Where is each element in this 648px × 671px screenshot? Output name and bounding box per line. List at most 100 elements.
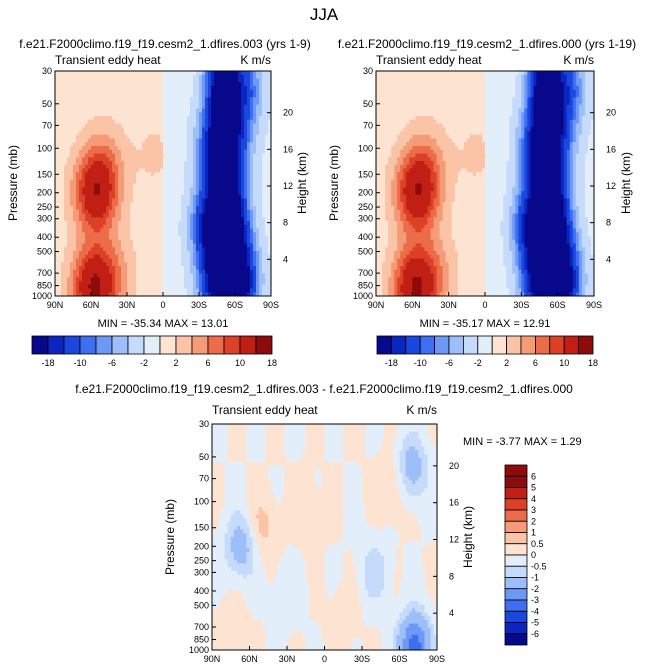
field-cell <box>202 262 206 267</box>
field-cell <box>184 112 188 117</box>
field-cell <box>220 273 224 278</box>
field-cell <box>235 86 239 91</box>
field-cell <box>175 202 179 207</box>
field-cell <box>58 191 62 196</box>
field-cell <box>106 176 110 181</box>
field-cell <box>268 71 271 76</box>
field-cell <box>121 93 125 98</box>
field-cell <box>142 116 146 121</box>
field-cell <box>244 277 248 282</box>
field-cell <box>148 224 152 229</box>
field-cell <box>196 187 200 192</box>
field-cell <box>229 232 233 237</box>
field-cell <box>178 164 182 169</box>
field-cell <box>262 262 266 267</box>
field-cell <box>58 251 62 256</box>
field-cell <box>85 104 89 109</box>
field-cell <box>118 288 122 293</box>
field-cell <box>187 236 191 241</box>
field-cell <box>91 217 95 222</box>
field-cell <box>55 153 59 158</box>
field-cell <box>130 104 134 109</box>
field-cell <box>82 198 86 203</box>
field-cell <box>187 277 191 282</box>
field-cell <box>205 243 209 248</box>
field-cell <box>187 247 191 252</box>
field-cell <box>220 281 224 286</box>
field-cell <box>211 116 215 121</box>
field-cell <box>259 266 263 271</box>
field-cell <box>172 179 176 184</box>
field-cell <box>64 221 68 226</box>
field-cell <box>139 161 143 166</box>
field-cell <box>181 179 185 184</box>
field-cell <box>229 112 233 117</box>
field-cell <box>73 198 77 203</box>
field-cell <box>521 74 525 79</box>
field-cell <box>145 236 149 241</box>
field-cell <box>169 232 173 237</box>
field-cell <box>187 142 191 147</box>
field-cell <box>118 108 122 113</box>
field-cell <box>220 134 224 139</box>
field-cell <box>109 262 113 267</box>
field-cell <box>118 142 122 147</box>
field-cell <box>268 292 271 296</box>
field-cell <box>400 101 404 106</box>
field-cell <box>259 247 263 252</box>
field-cell <box>172 209 176 214</box>
field-cell <box>64 187 68 192</box>
field-cell <box>109 108 113 113</box>
field-cell <box>163 273 167 278</box>
field-cell <box>130 146 134 151</box>
field-cell <box>259 179 263 184</box>
field-cell <box>232 206 236 211</box>
field-cell <box>76 224 80 229</box>
field-cell <box>235 74 239 79</box>
field-cell <box>229 78 233 83</box>
field-cell <box>157 74 161 79</box>
field-cell <box>61 153 65 158</box>
field-cell <box>253 254 257 259</box>
field-cell <box>91 149 95 154</box>
field-cell <box>82 112 86 117</box>
field-cell <box>388 74 392 79</box>
field-cell <box>91 71 95 76</box>
field-cell <box>220 232 224 237</box>
field-cell <box>178 217 182 222</box>
field-cell <box>472 71 477 76</box>
field-cell <box>235 146 239 151</box>
field-cell <box>172 206 176 211</box>
field-cell <box>178 213 182 218</box>
field-cell <box>241 104 245 109</box>
field-cell <box>82 161 86 166</box>
field-cell <box>115 142 119 147</box>
field-cell <box>388 89 392 94</box>
field-cell <box>172 277 176 282</box>
field-cell <box>160 202 164 207</box>
field-cell <box>190 134 194 139</box>
field-cell <box>584 71 589 76</box>
field-cell <box>256 104 260 109</box>
field-cell <box>385 101 389 106</box>
field-cell <box>472 93 477 98</box>
field-cell <box>109 74 113 79</box>
field-cell <box>133 202 137 207</box>
field-cell <box>85 82 89 87</box>
field-cell <box>67 269 71 274</box>
field-cell <box>106 262 110 267</box>
field-cell <box>112 277 116 282</box>
field-cell <box>127 228 131 233</box>
field-cell <box>220 149 224 154</box>
field-cell <box>376 82 380 87</box>
field-cell <box>145 71 149 76</box>
field-cell <box>79 206 83 211</box>
field-cell <box>133 232 137 237</box>
field-cell <box>530 97 534 102</box>
field-cell <box>181 142 185 147</box>
field-cell <box>148 239 152 244</box>
field-cell <box>115 138 119 143</box>
field-cell <box>67 104 71 109</box>
field-cell <box>412 101 416 106</box>
field-cell <box>190 266 194 271</box>
